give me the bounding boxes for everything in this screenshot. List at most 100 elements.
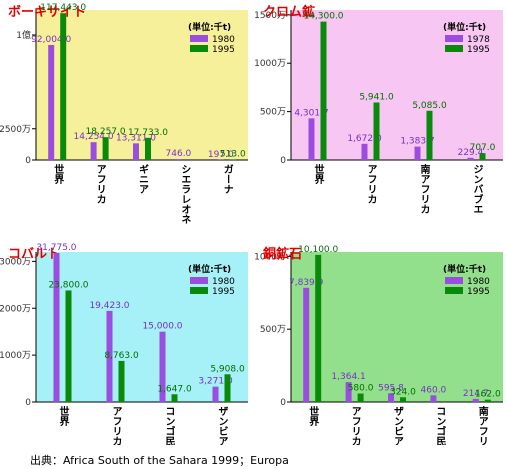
chart-title: クロム鉱 bbox=[263, 4, 315, 20]
legend-swatch bbox=[445, 277, 463, 284]
x-tick-label: 世界 bbox=[57, 405, 69, 427]
bar bbox=[361, 143, 368, 160]
y-tick-label: 0 bbox=[25, 398, 31, 408]
bar bbox=[430, 395, 437, 402]
value-label: 7,839.9 bbox=[289, 278, 324, 288]
bar bbox=[65, 290, 72, 402]
plot-background bbox=[291, 252, 503, 402]
value-label: 513.0 bbox=[220, 149, 246, 159]
value-label: 1,647.0 bbox=[157, 384, 192, 394]
x-tick-label: ザンビア bbox=[216, 406, 228, 445]
value-label: 162.0 bbox=[475, 390, 501, 400]
plot-background bbox=[36, 10, 248, 160]
chart-title: ボーキサイト bbox=[8, 4, 86, 20]
bar bbox=[315, 254, 322, 402]
bar bbox=[484, 399, 491, 402]
value-label: 214.7 bbox=[463, 389, 489, 399]
bar bbox=[133, 143, 139, 160]
bar bbox=[90, 142, 97, 160]
value-label: 746.0 bbox=[166, 149, 192, 159]
value-label: 15,000.0 bbox=[142, 322, 182, 332]
bar bbox=[467, 157, 474, 160]
bar bbox=[357, 393, 364, 402]
y-tick-label: 2500万 bbox=[0, 125, 31, 135]
bar bbox=[171, 394, 178, 402]
value-label: 92,004.0 bbox=[31, 35, 71, 45]
y-tick-label: 1000万 bbox=[254, 252, 286, 262]
bar bbox=[48, 44, 55, 161]
legend-label: 1995 bbox=[212, 45, 235, 55]
y-tick-label: 1000万 bbox=[254, 59, 286, 69]
value-label: 1,383.7 bbox=[400, 137, 434, 147]
value-label: 17,733.0 bbox=[128, 128, 168, 138]
x-tick-label: アフリカ bbox=[110, 406, 122, 445]
bar bbox=[145, 137, 151, 160]
legend-swatch bbox=[445, 45, 463, 52]
bar bbox=[60, 13, 67, 161]
legend-label: 1980 bbox=[212, 277, 235, 287]
bar bbox=[118, 360, 125, 402]
value-label: 5,941.0 bbox=[359, 93, 394, 103]
value-label: 8,763.0 bbox=[104, 351, 139, 361]
y-tick-label: 1000万 bbox=[0, 351, 31, 361]
value-label: 3,271.0 bbox=[198, 377, 233, 387]
x-tick-label: アフリカ bbox=[365, 164, 377, 204]
unit-label: (単位:千t) bbox=[443, 21, 486, 33]
y-tick-label: 0 bbox=[25, 156, 31, 166]
value-label: 1,672.0 bbox=[347, 134, 382, 144]
y-tick-label: 500万 bbox=[260, 108, 286, 118]
bar bbox=[102, 137, 109, 160]
legend-swatch bbox=[190, 35, 208, 42]
bar bbox=[53, 253, 60, 402]
value-label: 197.0 bbox=[208, 150, 234, 160]
legend-label: 1980 bbox=[212, 35, 235, 45]
bar bbox=[308, 118, 315, 160]
value-label: 460.0 bbox=[421, 385, 447, 395]
value-label: 229.4 bbox=[458, 148, 484, 158]
x-tick-label: コンゴ民主共和国 bbox=[434, 406, 447, 445]
bar bbox=[212, 386, 219, 402]
value-label: 23,800.0 bbox=[48, 280, 88, 290]
legend-swatch bbox=[190, 287, 208, 294]
bar bbox=[345, 382, 352, 402]
bar bbox=[159, 331, 166, 402]
y-tick-label: 2000万 bbox=[0, 304, 31, 314]
x-tick-label: ガーナ bbox=[221, 164, 233, 194]
x-tick-label: 世界 bbox=[52, 163, 64, 185]
x-tick-label: 世界 bbox=[312, 163, 324, 185]
value-label: 580.0 bbox=[348, 384, 374, 394]
value-label: 324.0 bbox=[390, 387, 416, 397]
value-label: 31,775.0 bbox=[36, 243, 76, 253]
legend-swatch bbox=[445, 35, 463, 42]
x-tick-label: 南アフリカ bbox=[418, 163, 430, 214]
x-tick-label: アフリカ bbox=[94, 164, 106, 204]
legend-label: 1995 bbox=[212, 287, 235, 297]
value-label: 14,300.0 bbox=[303, 12, 343, 22]
legend-label: 1995 bbox=[467, 45, 490, 55]
legend-swatch bbox=[445, 287, 463, 294]
bar bbox=[479, 153, 486, 160]
x-tick-label: アフリカ bbox=[349, 406, 361, 445]
y-tick-label: 0 bbox=[280, 398, 286, 408]
legend-swatch bbox=[190, 45, 208, 52]
bar bbox=[106, 310, 113, 402]
legend-label: 1995 bbox=[467, 287, 490, 297]
x-tick-label: ジンバブエ bbox=[471, 164, 483, 214]
bar bbox=[224, 374, 231, 402]
value-label: 5,908.0 bbox=[210, 364, 245, 374]
value-label: 1,364.1 bbox=[331, 372, 365, 382]
value-label: 13,311.0 bbox=[116, 133, 156, 143]
unit-label: (単位:千t) bbox=[188, 263, 231, 275]
value-label: 117,443.0 bbox=[40, 3, 86, 13]
value-label: 707.0 bbox=[470, 143, 496, 153]
bar bbox=[303, 287, 310, 402]
value-label: 10,100.0 bbox=[298, 245, 338, 255]
value-label: 18,257.0 bbox=[86, 127, 126, 137]
x-tick-label: コンゴ民主共和国 bbox=[163, 406, 176, 445]
value-label: 595.8 bbox=[378, 383, 404, 393]
value-label: 4,301.7 bbox=[294, 108, 328, 118]
bar bbox=[426, 110, 433, 160]
charts: 0 2500万 1億 ボーキサイト (単位:千t) 1980 92,004.0 14,254.… bbox=[0, 3, 503, 469]
chart-title: コバルト bbox=[8, 247, 60, 262]
